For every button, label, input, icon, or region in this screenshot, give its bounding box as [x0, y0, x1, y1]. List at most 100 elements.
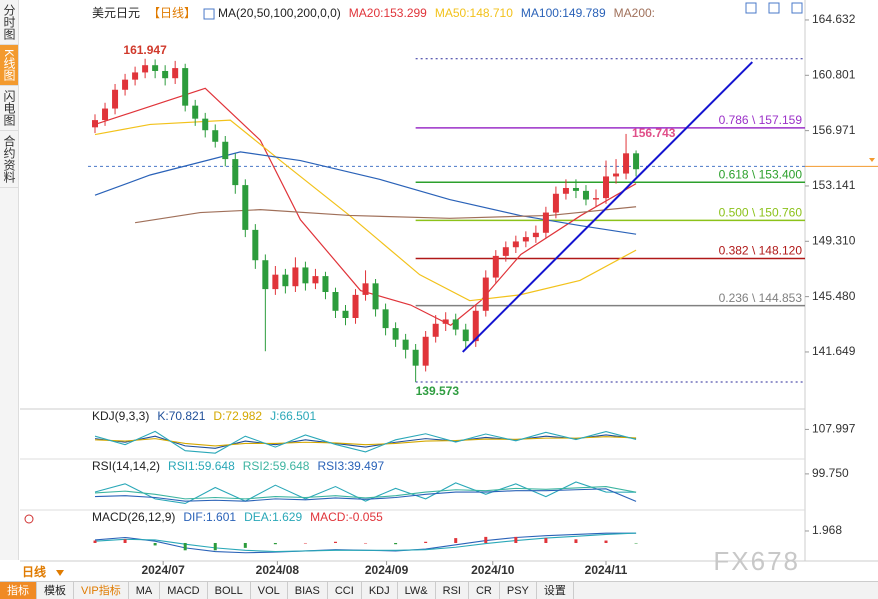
period-button[interactable]: 日线: [22, 565, 68, 580]
indicator-line: [94, 430, 637, 454]
toolbar-tab[interactable]: LW&: [398, 582, 436, 599]
candle-body: [272, 274, 279, 290]
window-icons[interactable]: [745, 2, 803, 14]
toolbar-tab[interactable]: CCI: [328, 582, 362, 599]
histogram-bar: [544, 538, 548, 543]
legend-entry: MA50:148.710: [435, 6, 513, 20]
histogram-bar: [634, 542, 638, 544]
y-tick-label: 99.750: [812, 466, 849, 480]
fib-label: 0.236 \ 144.853: [719, 291, 803, 305]
icon[interactable]: [791, 2, 803, 14]
candle-body: [613, 173, 620, 177]
histogram-bar: [93, 540, 97, 543]
candle-body: [392, 328, 399, 340]
icon[interactable]: [768, 2, 780, 14]
candle-body: [222, 141, 229, 160]
legend-entry: MA20:153.299: [349, 6, 427, 20]
candle-body: [102, 108, 109, 121]
sidebar-tab[interactable]: 闪电图: [0, 86, 18, 132]
toolbar-tab[interactable]: VOL: [251, 582, 288, 599]
indicator-line: [94, 486, 637, 500]
candle-body: [252, 229, 259, 261]
y-tick-label: 164.632: [812, 12, 856, 26]
toolbar-tab[interactable]: MACD: [160, 582, 208, 599]
candle-body: [382, 309, 389, 329]
candle-body: [472, 310, 479, 342]
legend-entry: J:66.501: [270, 409, 316, 423]
sidebar: 分时图 K线图 闪电图 合约资料: [0, 0, 19, 560]
toolbar-tab[interactable]: RSI: [436, 582, 469, 599]
indicator-line: [94, 434, 637, 449]
toolbar-tab[interactable]: CR: [469, 582, 500, 599]
candle-body: [432, 323, 439, 337]
ma-line: [94, 87, 637, 326]
candle-body: [212, 130, 219, 142]
sidebar-tab[interactable]: K线图: [0, 45, 18, 87]
candle-body: [522, 237, 529, 242]
histogram-bar: [123, 539, 127, 543]
price-marker: [869, 158, 875, 162]
toolbar-tab[interactable]: MA: [129, 582, 161, 599]
sidebar-tab[interactable]: 合约资料: [0, 131, 18, 189]
toolbar-tab[interactable]: BIAS: [288, 582, 328, 599]
candle-body: [603, 176, 610, 199]
legend-entry: MA200:: [614, 6, 655, 20]
icon[interactable]: [745, 2, 757, 14]
y-tick-label: 145.480: [812, 289, 856, 303]
candle-body: [182, 68, 189, 106]
legend-entry: RSI2:59.648: [243, 459, 310, 473]
candle-body: [633, 153, 640, 170]
y-tick-label: 153.141: [812, 178, 856, 192]
histogram-bar: [213, 542, 217, 551]
toolbar-tab[interactable]: KDJ: [362, 582, 398, 599]
candle-body: [412, 349, 419, 366]
candle-body: [202, 118, 209, 131]
ma-line: [94, 151, 637, 235]
candle-body: [502, 247, 509, 256]
price-annotation: 139.573: [416, 384, 460, 398]
ma-line: [134, 206, 637, 224]
toolbar-tab[interactable]: 设置: [537, 582, 574, 599]
candle-body: [462, 329, 469, 342]
toolbar-tab[interactable]: BOLL: [208, 582, 251, 599]
indicator-line: [94, 436, 637, 447]
histogram-bar: [303, 542, 307, 544]
histogram-bar: [514, 536, 518, 543]
toolbar-tab[interactable]: VIP指标: [74, 582, 129, 599]
candle-body: [312, 276, 319, 284]
candle-body: [162, 70, 169, 79]
histogram-bar: [454, 538, 458, 543]
chart: FX678 164.632 160.801 156.971 153.141 149.31…: [20, 0, 878, 578]
candle-body: [342, 310, 349, 319]
sidebar-tab[interactable]: 分时图: [0, 0, 18, 45]
trendline: [462, 61, 754, 353]
candle-body: [422, 336, 429, 366]
indicator-icon: [203, 8, 215, 20]
fib-label: 0.618 \ 153.400: [719, 167, 803, 181]
toolbar-tab[interactable]: 指标: [0, 582, 37, 599]
toolbar-tab[interactable]: 模板: [37, 582, 74, 599]
candle-body: [582, 190, 589, 200]
histogram-bar: [574, 539, 578, 543]
price-annotation: 161.947: [123, 43, 167, 57]
histogram-bar: [243, 542, 247, 548]
x-tick-label: 2024/09: [365, 563, 409, 577]
histogram-bar: [153, 542, 157, 546]
candle-body: [282, 274, 289, 287]
histogram-bar: [484, 536, 488, 543]
candle-body: [142, 65, 149, 73]
candle-body: [372, 283, 379, 310]
histogram-bar: [273, 542, 277, 545]
y-tick-label: 160.801: [812, 67, 856, 81]
toolbar-tab[interactable]: PSY: [500, 582, 537, 599]
candle-body: [172, 68, 179, 79]
candle-body: [492, 255, 499, 278]
candle-body: [122, 79, 129, 90]
candle-body: [592, 198, 599, 200]
candle-body: [302, 267, 309, 284]
candle-body: [572, 187, 579, 191]
fib-label: 0.500 \ 150.760: [719, 206, 803, 220]
settings-icon[interactable]: [24, 514, 34, 524]
candle-body: [512, 241, 519, 248]
